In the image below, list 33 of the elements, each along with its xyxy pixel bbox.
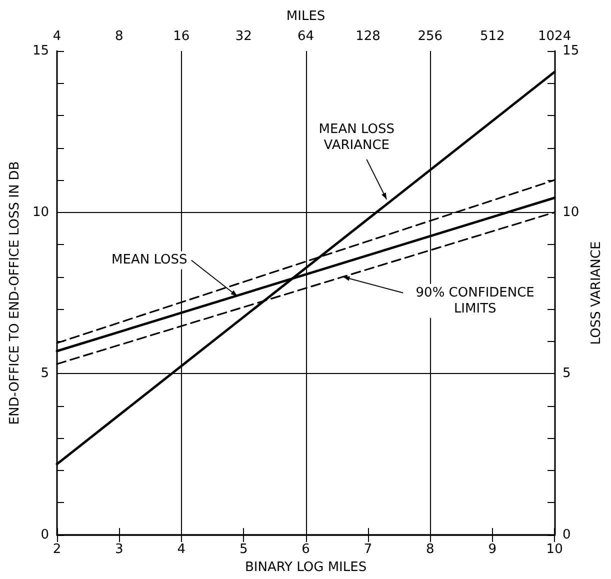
x2-tick-label: 8 [115, 29, 124, 44]
y-tick-label: 15 [32, 44, 49, 58]
x-tick-label: 3 [115, 542, 124, 557]
y2-tick-label: 5 [562, 366, 571, 382]
x2-tick-label: 64 [298, 29, 314, 44]
x2-tick-label: 256 [418, 29, 443, 44]
x-tick-label: 7 [364, 542, 372, 557]
annotation: 90% CONFIDENCE LIMITS [416, 285, 534, 316]
x-tick-label: 2 [52, 542, 62, 557]
x2-tick-label: 16 [173, 29, 190, 44]
y-tick-label: 10 [32, 204, 49, 220]
x2-tick-label: 128 [356, 29, 380, 44]
y2-axis-title: LOSS VARIANCE [589, 241, 604, 345]
x2-axis-title: MILES [286, 9, 326, 24]
x-tick-label: 5 [239, 542, 248, 557]
y2-tick-label: 15 [562, 44, 580, 58]
x-axis-title: BINARY LOG MILES [244, 560, 367, 575]
annotation: MEAN LOSS [112, 252, 188, 268]
x-tick-label: 6 [302, 542, 310, 557]
y-tick-label: 0 [40, 528, 49, 542]
x-tick-label: 8 [426, 542, 434, 557]
y-axis-title: END-OFFICE TO END-OFFICE LOSS IN DB [8, 161, 23, 425]
x2-tick-label: 32 [235, 29, 252, 44]
x-tick-label: 10 [546, 542, 563, 557]
y2-tick-label: 10 [562, 204, 580, 220]
y2-tick-label: 0 [562, 528, 571, 542]
x-tick-label: 9 [488, 542, 497, 557]
x2-tick-label: 4 [52, 29, 62, 44]
x-tick-label: 4 [177, 542, 186, 557]
x2-tick-label: 512 [480, 29, 505, 44]
y-tick-label: 5 [40, 366, 49, 382]
annotation: MEAN LOSS VARIANCE [318, 122, 394, 153]
x2-tick-label: 1024 [538, 29, 572, 44]
